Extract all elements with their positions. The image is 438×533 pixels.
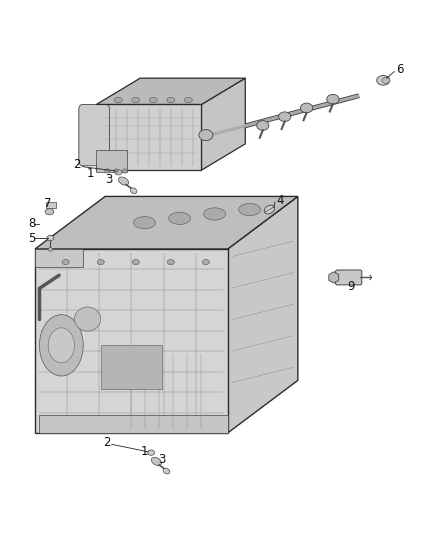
Ellipse shape bbox=[377, 76, 390, 85]
Polygon shape bbox=[35, 249, 228, 433]
Bar bbox=[46, 202, 56, 208]
Ellipse shape bbox=[167, 98, 175, 103]
Text: 5: 5 bbox=[28, 231, 36, 245]
Polygon shape bbox=[96, 78, 245, 104]
Ellipse shape bbox=[257, 120, 269, 130]
Ellipse shape bbox=[204, 208, 226, 220]
Ellipse shape bbox=[132, 260, 139, 265]
Polygon shape bbox=[39, 415, 228, 433]
FancyBboxPatch shape bbox=[336, 270, 362, 285]
Ellipse shape bbox=[122, 169, 127, 173]
Text: 8: 8 bbox=[28, 217, 36, 230]
Ellipse shape bbox=[169, 212, 191, 224]
Ellipse shape bbox=[115, 169, 122, 175]
Ellipse shape bbox=[130, 188, 137, 193]
Text: 2: 2 bbox=[103, 436, 110, 449]
Ellipse shape bbox=[149, 98, 157, 103]
Ellipse shape bbox=[163, 468, 170, 474]
Ellipse shape bbox=[132, 98, 140, 103]
Ellipse shape bbox=[97, 260, 104, 265]
Ellipse shape bbox=[300, 103, 313, 113]
Ellipse shape bbox=[114, 98, 122, 103]
Text: 1: 1 bbox=[87, 167, 94, 180]
Polygon shape bbox=[35, 249, 83, 266]
Ellipse shape bbox=[48, 328, 74, 363]
FancyBboxPatch shape bbox=[79, 104, 110, 166]
Text: 3: 3 bbox=[105, 173, 113, 186]
Bar bbox=[101, 345, 162, 389]
Ellipse shape bbox=[199, 130, 213, 141]
Polygon shape bbox=[35, 197, 298, 249]
Ellipse shape bbox=[47, 236, 54, 241]
Text: 6: 6 bbox=[396, 63, 404, 76]
Ellipse shape bbox=[239, 204, 261, 216]
Ellipse shape bbox=[184, 98, 192, 103]
Ellipse shape bbox=[279, 112, 291, 122]
Ellipse shape bbox=[167, 260, 174, 265]
Polygon shape bbox=[201, 78, 245, 170]
Text: 4: 4 bbox=[276, 195, 283, 207]
Ellipse shape bbox=[74, 307, 101, 331]
Ellipse shape bbox=[45, 209, 54, 215]
Ellipse shape bbox=[382, 77, 390, 84]
Ellipse shape bbox=[62, 260, 69, 265]
Ellipse shape bbox=[151, 457, 162, 465]
Ellipse shape bbox=[264, 205, 275, 214]
Polygon shape bbox=[228, 197, 298, 433]
Polygon shape bbox=[96, 104, 201, 170]
Ellipse shape bbox=[202, 260, 209, 265]
Bar bbox=[96, 150, 127, 172]
Text: 1: 1 bbox=[141, 445, 148, 458]
Ellipse shape bbox=[327, 94, 339, 104]
Ellipse shape bbox=[134, 216, 155, 229]
Text: 3: 3 bbox=[158, 453, 165, 466]
Text: 7: 7 bbox=[43, 197, 51, 211]
Ellipse shape bbox=[148, 450, 155, 455]
Text: 9: 9 bbox=[347, 280, 355, 293]
Polygon shape bbox=[329, 272, 339, 283]
Ellipse shape bbox=[48, 248, 53, 251]
Text: 2: 2 bbox=[74, 158, 81, 172]
Ellipse shape bbox=[105, 169, 110, 173]
Ellipse shape bbox=[118, 177, 129, 185]
Ellipse shape bbox=[113, 169, 119, 173]
Ellipse shape bbox=[39, 314, 83, 376]
